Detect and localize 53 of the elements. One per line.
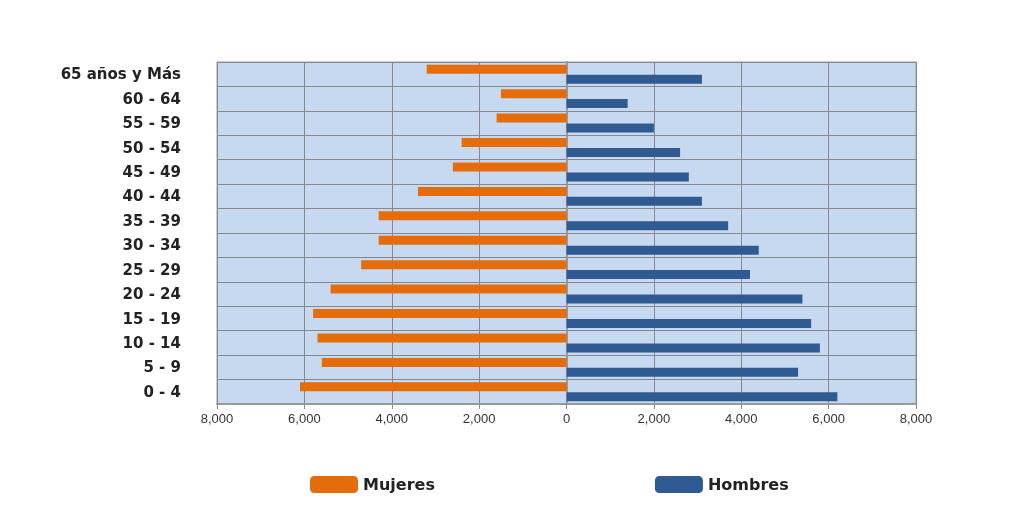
y-tick-label: 65 años y Más — [60, 65, 182, 84]
y-tick-label: 30 - 34 — [122, 236, 181, 255]
x-tick-label: 2,000 — [462, 411, 496, 426]
bar — [566, 123, 654, 133]
bar — [566, 74, 702, 84]
bar — [317, 333, 567, 343]
bar — [566, 245, 759, 255]
y-tick-label: 5 - 9 — [143, 358, 181, 377]
bar — [300, 382, 567, 392]
y-tick-label: 40 - 44 — [122, 187, 181, 206]
x-tick-label: 4,000 — [375, 411, 409, 426]
bar — [566, 172, 689, 182]
bar — [500, 89, 567, 99]
bar — [417, 186, 567, 196]
bar — [566, 147, 681, 157]
y-tick-label: 35 - 39 — [122, 211, 181, 230]
x-tick-label: 4,000 — [724, 411, 758, 426]
bar — [566, 367, 799, 377]
legend-label: Hombres — [707, 475, 789, 494]
bar — [566, 294, 803, 304]
x-tick-label: 2,000 — [637, 411, 671, 426]
bar — [361, 260, 567, 270]
x-tick-label: 8,000 — [899, 411, 933, 426]
bar — [378, 211, 567, 221]
bar — [566, 343, 820, 353]
y-tick-label: 0 - 4 — [143, 382, 181, 401]
bar — [566, 392, 838, 402]
bar — [566, 318, 812, 328]
bar — [426, 64, 567, 74]
y-tick-label: 50 - 54 — [122, 138, 181, 157]
y-tick-label: 55 - 59 — [122, 114, 181, 133]
bar — [378, 235, 567, 245]
y-tick-label: 60 - 64 — [122, 89, 181, 108]
bar — [496, 113, 567, 123]
legend-label: Mujeres — [363, 475, 435, 494]
x-tick-label: 6,000 — [812, 411, 845, 426]
bar — [313, 309, 567, 319]
bar — [566, 99, 628, 109]
y-tick-label: 10 - 14 — [122, 333, 181, 352]
bar — [566, 270, 750, 280]
bar — [330, 284, 567, 294]
x-tick-label: 0 — [562, 411, 571, 426]
bar — [321, 357, 567, 367]
bar — [461, 138, 567, 148]
bar — [566, 221, 729, 231]
y-tick-label: 25 - 29 — [122, 260, 181, 279]
x-tick-label: 6,000 — [288, 411, 321, 426]
bar — [452, 162, 567, 172]
bar — [566, 196, 702, 206]
x-tick-label: 8,000 — [200, 411, 234, 426]
y-tick-label: 20 - 24 — [122, 285, 181, 304]
y-tick-label: 15 - 19 — [122, 309, 181, 328]
y-tick-label: 45 - 49 — [122, 162, 181, 181]
